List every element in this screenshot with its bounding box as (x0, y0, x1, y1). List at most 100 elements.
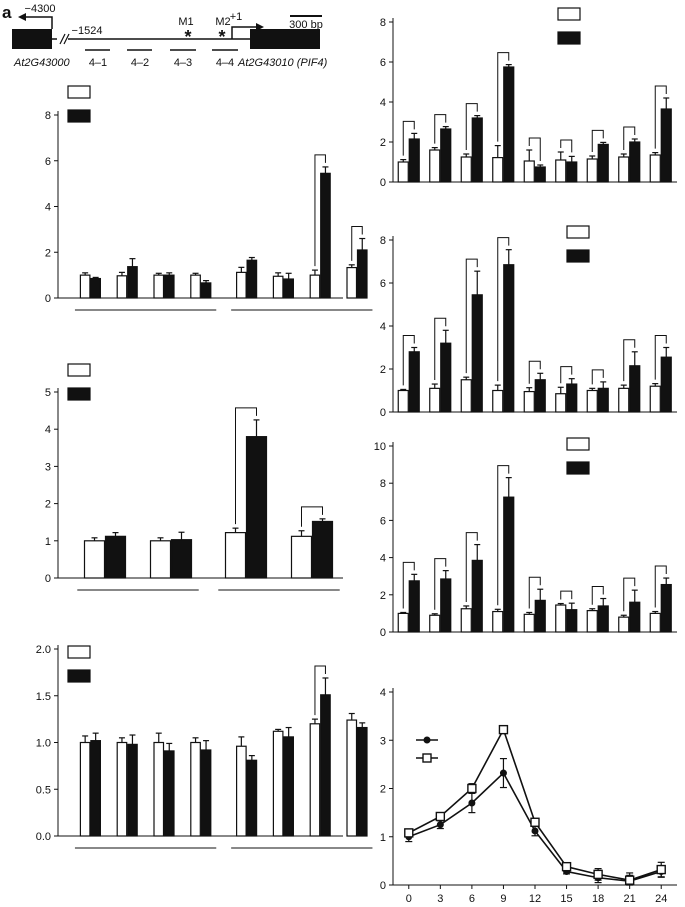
bar-minus (492, 389, 504, 413)
bar-plus (534, 599, 546, 633)
bar-plus (534, 166, 546, 183)
bar-minus (555, 159, 567, 183)
bar-plus (408, 138, 420, 183)
bar-plus (440, 128, 452, 183)
x-tick-label: 21 (624, 893, 636, 905)
legend-swatch (67, 669, 91, 683)
bar-plus (471, 294, 483, 413)
fragment-label: 4–1 (89, 57, 107, 69)
significance-bracket (654, 565, 667, 608)
bar-minus (618, 387, 630, 413)
bar-minus (272, 275, 284, 299)
bar-plus (90, 740, 102, 837)
data-point (468, 799, 476, 807)
significance-bracket (434, 558, 447, 610)
bar-plus (311, 520, 334, 579)
scale-label: 300 bp (289, 19, 323, 31)
bar-plus (629, 141, 641, 183)
tss-arrow-right (231, 26, 256, 39)
y-tick-label: 4 (380, 321, 386, 333)
bar-plus (597, 387, 609, 413)
data-point (435, 811, 446, 822)
x-tick-label: 6 (469, 893, 475, 905)
y-tick-label: 2 (45, 247, 51, 259)
significance-bracket (301, 506, 323, 527)
bar-minus (290, 535, 313, 579)
data-point (531, 827, 539, 835)
significance-bracket (591, 586, 604, 605)
bar-plus (566, 383, 578, 413)
break-mark (59, 33, 66, 45)
bar-minus (460, 379, 472, 413)
bar-minus (346, 719, 358, 837)
bar-minus (492, 610, 504, 633)
y-tick-label: 3 (380, 735, 386, 747)
y-tick-label: 0 (45, 573, 51, 585)
significance-bracket (402, 120, 415, 156)
data-point (499, 769, 507, 777)
bar-plus (245, 436, 268, 579)
bar-plus (200, 282, 212, 299)
data-point (404, 828, 414, 838)
bar-plus (503, 66, 515, 183)
legend-swatch (67, 85, 91, 99)
promoter-diagram: a −4300 −1524 +1 M1 M2 * * 4–1 4–2 4–3 4… (2, 3, 328, 69)
bar-plus (283, 278, 294, 299)
bar-plus (246, 759, 258, 837)
y-tick-label: 1 (380, 832, 386, 844)
bar-minus (523, 160, 535, 183)
x-tick-label: 9 (500, 893, 506, 905)
y-tick-label: 5 (45, 387, 51, 399)
y-tick-label: 10 (374, 441, 386, 453)
bar-plus (629, 365, 641, 413)
significance-bracket (560, 590, 573, 600)
y-tick-label: 2 (380, 364, 386, 376)
y-tick-label: 2 (380, 784, 386, 796)
bar-minus (618, 616, 630, 633)
significance-bracket (314, 154, 326, 267)
legend-marker (423, 736, 431, 744)
significance-bracket (560, 139, 573, 153)
bar-plus (246, 259, 258, 299)
gene-box-at2g43000 (12, 29, 52, 49)
bar-plus (566, 161, 578, 183)
bar-minus (83, 540, 106, 579)
legend-marker (422, 753, 432, 763)
significance-bracket (560, 366, 573, 384)
significance-bracket (465, 103, 478, 150)
y-tick-label: 1.5 (36, 691, 51, 703)
bar-minus (309, 723, 321, 837)
significance-bracket (591, 369, 604, 385)
position-label: −4300 (25, 3, 56, 15)
bar-plus (660, 356, 672, 413)
data-point (436, 821, 444, 829)
bar-plus (127, 266, 138, 299)
motif-label: M1 (178, 16, 193, 28)
x-tick-label: 3 (437, 893, 443, 905)
y-tick-label: 0 (380, 880, 386, 892)
y-tick-label: 6 (380, 57, 386, 69)
y-tick-label: 1.0 (36, 738, 51, 750)
break-mark (63, 33, 70, 45)
bar-plus (320, 172, 331, 299)
y-tick-label: 3 (45, 461, 51, 473)
significance-bracket (497, 52, 510, 142)
arrow-head-right-icon (256, 23, 264, 31)
y-tick-label: 6 (45, 156, 51, 168)
bar-minus (586, 389, 598, 413)
fragment-label: 4–3 (174, 57, 192, 69)
significance-bracket (654, 85, 667, 149)
y-tick-label: 6 (380, 515, 386, 527)
legend-swatch (557, 31, 581, 45)
x-tick-label: 0 (406, 893, 412, 905)
position-label: −1524 (72, 25, 103, 37)
bar-minus (586, 158, 598, 183)
y-tick-label: 2 (380, 590, 386, 602)
bar-minus (153, 274, 165, 299)
legend-swatch (557, 7, 581, 21)
bar-minus (224, 532, 247, 579)
bar-plus (660, 108, 672, 183)
bar-plus (170, 539, 193, 579)
y-tick-label: 6 (380, 278, 386, 290)
